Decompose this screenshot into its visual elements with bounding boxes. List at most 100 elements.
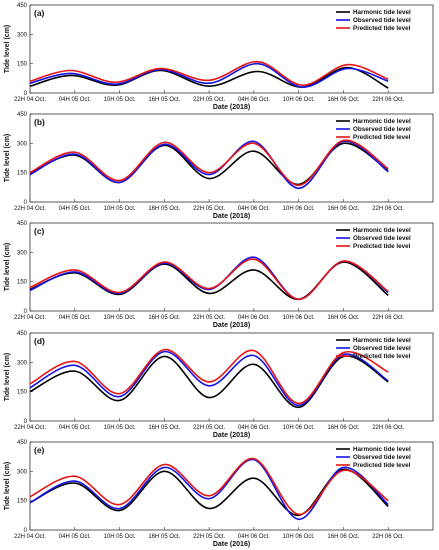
x-tick-label: 10H 05 Oct. <box>104 315 136 321</box>
y-axis-label: Tide level (cm) <box>4 25 11 74</box>
panel-label: (a) <box>34 8 45 18</box>
panel-label: (c) <box>34 226 45 236</box>
series-line-harmonic <box>29 66 389 89</box>
x-tick-label: 10H 05 Oct. <box>104 425 136 431</box>
x-tick-label: 22H 04 Oct. <box>14 206 46 212</box>
legend-entry-observed: Observed tide level <box>353 17 411 24</box>
legend-entry-harmonic: Harmonic tide level <box>353 337 411 344</box>
x-tick-label: 10H 06 Oct. <box>283 206 315 212</box>
series-line-predicted <box>29 139 389 187</box>
y-tick-label: 450 <box>17 112 28 118</box>
x-tick-label: 22H 06 Oct. <box>372 315 404 321</box>
series-line-harmonic <box>29 355 389 409</box>
legend-entry-harmonic: Harmonic tide level <box>353 227 411 234</box>
chart-panel-c: (c) 0 150 300 450 22H 04 Oct. 04H 05 Oct. 10H 0… <box>4 221 434 329</box>
x-tick-label: 16H 05 Oct. <box>148 97 180 103</box>
y-tick-label: 150 <box>17 499 28 505</box>
y-tick-label: 300 <box>17 32 28 38</box>
x-tick-label: 16H 06 Oct. <box>327 206 359 212</box>
series-line-observed <box>29 62 389 88</box>
series-line-predicted <box>29 258 389 301</box>
x-tick-label: 10H 06 Oct. <box>283 534 315 540</box>
x-axis-label: Date (2018) <box>213 213 250 220</box>
y-tick-label: 150 <box>17 62 28 68</box>
y-tick-label: 450 <box>17 3 28 9</box>
y-tick-label: 300 <box>17 250 28 256</box>
y-tick-label: 0 <box>24 200 28 206</box>
x-tick-label: 22H 06 Oct. <box>372 425 404 431</box>
series-line-harmonic <box>29 142 389 186</box>
y-axis-label: Tide level (cm) <box>4 243 11 292</box>
y-tick-label: 450 <box>17 440 28 446</box>
legend-entry-observed: Observed tide level <box>353 126 411 133</box>
panel-label: (b) <box>34 117 45 127</box>
x-axis-label: Date (2016) <box>213 541 250 548</box>
y-tick-label: 300 <box>17 360 28 366</box>
chart-panel-a: (a) 0 150 300 450 22H 04 Oct. 04H 05 Oct. 10H 0… <box>4 3 434 111</box>
x-tick-label: 04H 06 Oct. <box>238 315 270 321</box>
plot-frame <box>29 332 434 422</box>
y-tick-label: 150 <box>17 390 28 396</box>
y-axis-label: Tide level (cm) <box>4 134 11 183</box>
chart-panel-d: (d) 0 150 300 450 22H 04 Oct. 04H 05 Oct. 10H 0… <box>4 331 434 439</box>
series-line-observed <box>29 140 389 190</box>
x-tick-label: 04H 05 Oct. <box>59 206 91 212</box>
x-tick-label: 22H 05 Oct. <box>193 425 225 431</box>
legend-entry-observed: Observed tide level <box>353 345 411 352</box>
legend-entry-predicted: Predicted tide level <box>353 353 411 360</box>
legend-entry-predicted: Predicted tide level <box>353 462 411 469</box>
legend-entry-predicted: Predicted tide level <box>353 243 411 250</box>
x-tick-label: 04H 06 Oct. <box>238 425 270 431</box>
panel-label: (d) <box>34 336 45 346</box>
plot-frame <box>29 441 434 531</box>
y-tick-label: 150 <box>17 171 28 177</box>
series-line-predicted <box>29 60 389 86</box>
x-tick-label: 22H 06 Oct. <box>372 534 404 540</box>
series-line-predicted <box>29 457 389 516</box>
y-tick-label: 0 <box>24 419 28 425</box>
y-tick-label: 0 <box>24 309 28 315</box>
x-tick-label: 22H 06 Oct. <box>372 97 404 103</box>
series-line-predicted <box>29 348 389 405</box>
legend-entry-harmonic: Harmonic tide level <box>353 446 411 453</box>
x-tick-label: 22H 04 Oct. <box>14 534 46 540</box>
series-line-harmonic <box>29 261 389 301</box>
legend-entry-observed: Observed tide level <box>353 235 411 242</box>
plot-frame <box>29 222 434 312</box>
x-tick-label: 16H 05 Oct. <box>148 206 180 212</box>
x-tick-label: 16H 06 Oct. <box>327 425 359 431</box>
x-tick-label: 04H 05 Oct. <box>59 97 91 103</box>
x-tick-label: 16H 05 Oct. <box>148 425 180 431</box>
x-tick-label: 16H 06 Oct. <box>327 97 359 103</box>
y-tick-label: 450 <box>17 331 28 337</box>
x-tick-label: 04H 05 Oct. <box>59 425 91 431</box>
x-tick-label: 10H 06 Oct. <box>283 315 315 321</box>
chart-panel-e: (e) 0 150 300 450 22H 04 Oct. 04H 05 Oct. 10H 0… <box>4 440 434 548</box>
y-axis-label: Tide level (cm) <box>4 353 11 402</box>
plot-frame <box>29 113 434 203</box>
legend-entry-observed: Observed tide level <box>353 454 411 461</box>
x-tick-label: 22H 05 Oct. <box>193 534 225 540</box>
y-axis-label: Tide level (cm) <box>4 462 11 511</box>
plot-frame <box>29 4 434 94</box>
x-tick-label: 10H 05 Oct. <box>104 97 136 103</box>
x-tick-label: 22H 04 Oct. <box>14 97 46 103</box>
x-tick-label: 04H 05 Oct. <box>59 534 91 540</box>
x-tick-label: 16H 05 Oct. <box>148 534 180 540</box>
x-tick-label: 04H 06 Oct. <box>238 97 270 103</box>
x-tick-label: 22H 05 Oct. <box>193 206 225 212</box>
x-tick-label: 22H 05 Oct. <box>193 315 225 321</box>
x-tick-label: 16H 06 Oct. <box>327 534 359 540</box>
x-tick-label: 22H 04 Oct. <box>14 425 46 431</box>
y-tick-label: 0 <box>24 91 28 97</box>
legend-entry-predicted: Predicted tide level <box>353 134 411 141</box>
y-tick-label: 300 <box>17 141 28 147</box>
series-line-observed <box>29 458 389 521</box>
y-tick-label: 0 <box>24 528 28 534</box>
y-tick-label: 450 <box>17 221 28 227</box>
x-axis-label: Date (2018) <box>213 432 250 439</box>
x-tick-label: 10H 05 Oct. <box>104 534 136 540</box>
x-tick-label: 10H 06 Oct. <box>283 97 315 103</box>
legend-entry-harmonic: Harmonic tide level <box>353 9 411 16</box>
